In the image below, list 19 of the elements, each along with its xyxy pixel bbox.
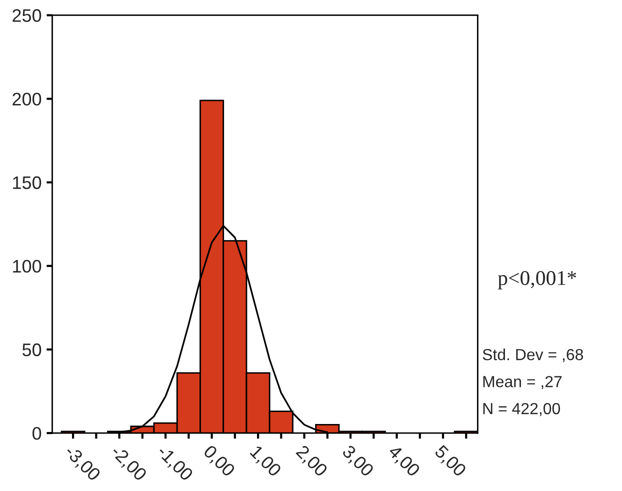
x-tick-label: 5,00 bbox=[432, 444, 468, 479]
y-tick-label: 250 bbox=[12, 9, 42, 22]
y-tick-label: 0 bbox=[32, 426, 42, 440]
x-tick-label: -2,00 bbox=[108, 444, 148, 483]
y-tick-label: 200 bbox=[12, 92, 42, 106]
x-tick-label: 4,00 bbox=[386, 444, 421, 479]
x-tick-label: 1,00 bbox=[248, 444, 282, 479]
text: Mean = ,27 bbox=[483, 376, 562, 390]
x-tick-label: 0,00 bbox=[201, 444, 236, 479]
text: N = 422,00 bbox=[483, 402, 560, 416]
y-tick-label: 150 bbox=[13, 176, 42, 190]
x-tick-label: 3,00 bbox=[340, 444, 375, 479]
x-tick-label: 2,00 bbox=[294, 444, 328, 479]
y-tick-label: 50 bbox=[22, 343, 42, 356]
x-tick-label: -1,00 bbox=[155, 444, 194, 483]
text: p<0,001* bbox=[498, 271, 576, 290]
text: Std. Dev = ,68 bbox=[482, 348, 584, 362]
x-tick-label: -3,00 bbox=[62, 444, 102, 483]
y-tick-label: 100 bbox=[13, 260, 42, 273]
